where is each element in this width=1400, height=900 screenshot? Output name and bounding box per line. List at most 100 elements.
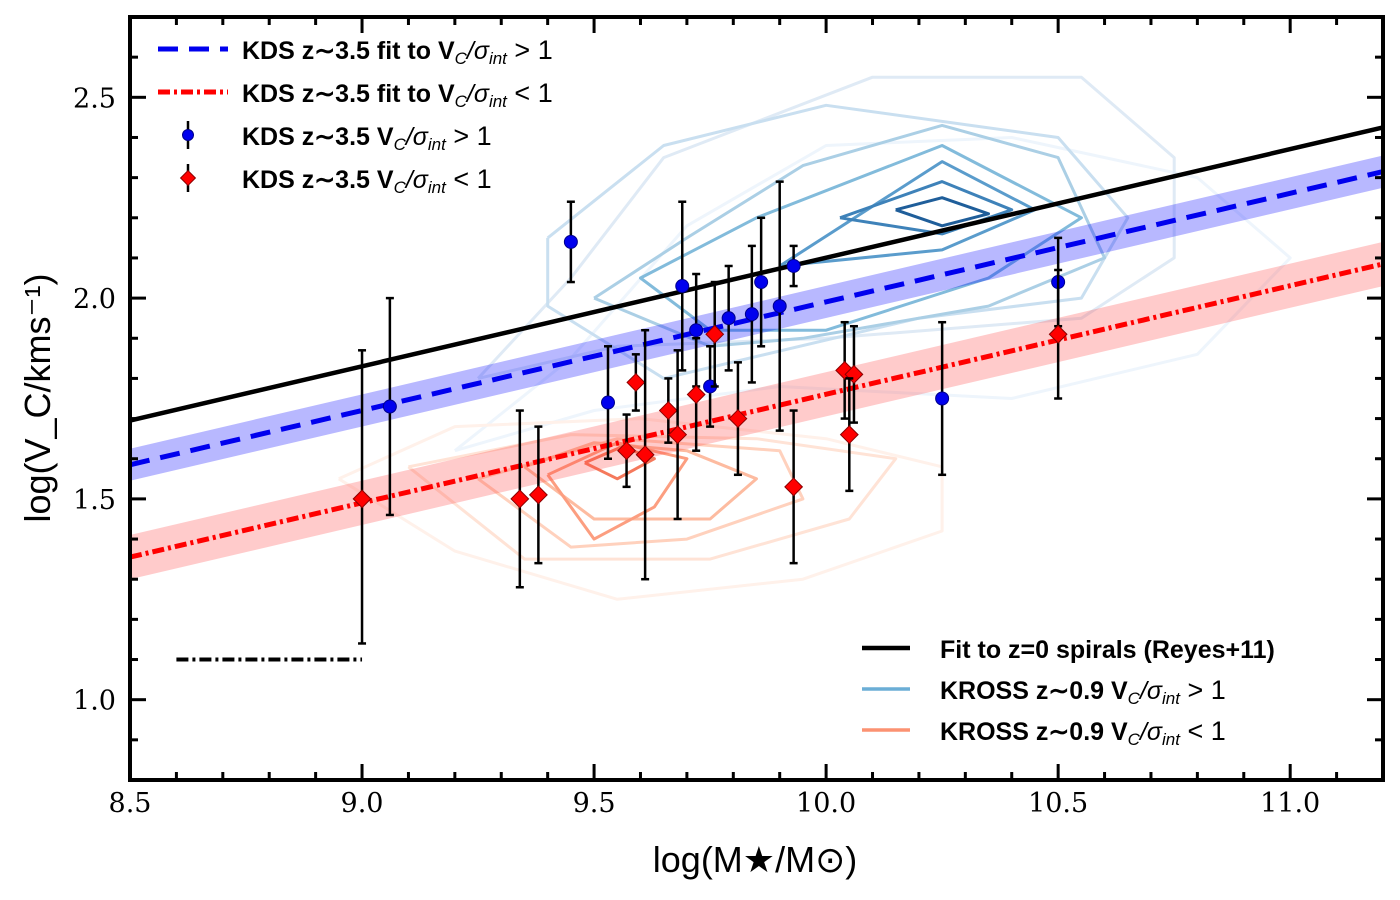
- x-tick-label: 9.5: [573, 788, 616, 819]
- line-layer: [130, 125, 1383, 662]
- data-point-1-9: [705, 324, 725, 344]
- data-point-1-0: [352, 489, 372, 509]
- legend-text-part: C: [1128, 689, 1141, 708]
- legend-text-part: C: [1128, 730, 1141, 749]
- fit-line-3: [130, 261, 1383, 560]
- x-tick-label: 11.0: [1260, 788, 1320, 819]
- y-tick-label: 2.5: [73, 83, 116, 114]
- data-point-1-12: [835, 360, 855, 380]
- point-layer: [352, 180, 1068, 645]
- data-point-1-5: [635, 445, 655, 465]
- contour-line-5-3: [593, 123, 1107, 348]
- legend-text-part: /σ: [465, 80, 490, 108]
- legend-label-3: KDS z∼3.5 VC/σint < 1: [242, 164, 492, 197]
- data-point-0-8: [754, 275, 769, 290]
- data-point-1-10: [728, 409, 748, 429]
- data-point-1-8: [686, 385, 706, 404]
- data-point-0-7: [744, 307, 759, 322]
- data-point-1-4: [626, 372, 646, 392]
- legend-text-part: int: [489, 49, 508, 68]
- data-point-0-10: [786, 258, 801, 273]
- x-axis-label-group: log(M★/M⊙): [653, 839, 857, 880]
- legend-text-part: C: [394, 178, 407, 197]
- legend-label-2: KDS z∼3.5 VC/σint > 1: [242, 121, 492, 154]
- legend-marker-2: [182, 129, 194, 141]
- x-tick-label: 8.5: [109, 788, 152, 819]
- y-tick-label: 1.5: [73, 485, 116, 516]
- legend-text-part: int: [1162, 730, 1181, 749]
- y-axis-label: log(V_C/kms⁻¹): [17, 273, 58, 522]
- legend-text-part: C: [455, 49, 468, 68]
- legend-text-part: int: [428, 178, 447, 197]
- legend-text-part: > 1: [446, 121, 492, 151]
- plot-frame: [128, 15, 1385, 782]
- legend-text-part: KDS z∼3.5 fit to V: [242, 37, 455, 65]
- contour-line-6-1: [407, 433, 898, 561]
- contour-line-5-4: [639, 144, 1083, 332]
- contour-line-5-6: [839, 180, 1014, 236]
- data-point-1-15: [1048, 324, 1068, 344]
- legend-text-part: C: [394, 135, 407, 154]
- legend-text-part: C: [455, 92, 468, 111]
- y-tick-label: 2.0: [73, 284, 116, 315]
- data-point-0-6: [721, 311, 736, 326]
- legend-text-part: < 1: [507, 78, 553, 108]
- legend-label-lr-2: KROSS z∼0.9 VC/σint < 1: [940, 716, 1226, 749]
- legend-label-lr-0: Fit to z=0 spirals (Reyes+11): [940, 636, 1275, 664]
- data-point-1-6: [658, 401, 678, 421]
- legend-text-part: /σ: [1138, 677, 1163, 705]
- legend-text-part: > 1: [507, 35, 553, 65]
- legend-text-part: int: [428, 135, 447, 154]
- legend-label-1: KDS z∼3.5 fit to VC/σint < 1: [242, 78, 553, 111]
- contour-line-6-0: [338, 417, 944, 601]
- legend-text-part: /σ: [1138, 718, 1163, 746]
- fit-band-3: [130, 241, 1383, 580]
- tick-label-layer: 8.5 9.0 9.5 10.0 10.5 11.0 1.0 1.5 2.0 2.5: [73, 83, 1320, 819]
- data-point-0-9: [772, 299, 787, 314]
- x-axis-label: log(M★/M⊙): [653, 839, 857, 880]
- legend-text-part: int: [489, 92, 508, 111]
- fit-line-2: [130, 169, 1383, 468]
- legend-text-part: int: [1162, 689, 1181, 708]
- legend-label-0: KDS z∼3.5 fit to VC/σint > 1: [242, 35, 553, 68]
- legend-text-part: /σ: [404, 166, 429, 194]
- contour-line-5-0: [453, 136, 1292, 453]
- legend-text-part: Fit to z=0 spirals (Reyes+11): [940, 636, 1275, 664]
- data-point-1-14: [839, 425, 859, 445]
- data-point-1-7: [668, 425, 688, 445]
- legend-text-part: KDS z∼3.5 fit to V: [242, 80, 455, 108]
- contour-line-6-5: [584, 445, 656, 481]
- legend-text-part: < 1: [1180, 716, 1226, 746]
- data-point-1-3: [617, 441, 637, 461]
- contour-line-6-3: [523, 441, 758, 521]
- x-tick-label: 10.0: [796, 788, 856, 819]
- reference-line-4: [130, 125, 1383, 423]
- contour-line-5-7: [895, 196, 990, 228]
- legend-text-part: /σ: [465, 37, 490, 65]
- contour-line-6-2: [477, 437, 805, 549]
- legend-lower-right: Fit to z=0 spirals (Reyes+11) KROSS z∼0.9…: [862, 636, 1275, 749]
- y-tick-label: 1.0: [73, 686, 116, 717]
- legend-text-part: KROSS z∼0.9 V: [940, 677, 1128, 705]
- data-point-1-2: [528, 485, 548, 505]
- data-point-1-1: [510, 489, 530, 509]
- x-tick-label: 10.5: [1028, 788, 1088, 819]
- data-point-0-0: [382, 399, 397, 414]
- y-axis-label-group: log(V_C/kms⁻¹): [17, 273, 58, 522]
- legend-label-lr-1: KROSS z∼0.9 VC/σint > 1: [940, 675, 1226, 708]
- legend-marker-3: [179, 169, 197, 187]
- data-point-0-3: [675, 279, 690, 294]
- legend-text-part: > 1: [1180, 675, 1226, 705]
- legend-text-part: /σ: [404, 123, 429, 151]
- legend-text-part: KDS z∼3.5 V: [242, 123, 394, 151]
- legend-text-part: KDS z∼3.5 V: [242, 166, 394, 194]
- data-point-0-4: [689, 323, 704, 338]
- data-point-0-11: [935, 391, 950, 406]
- legend-text-part: KROSS z∼0.9 V: [940, 718, 1128, 746]
- data-point-0-1: [563, 234, 578, 249]
- data-point-1-11: [784, 477, 804, 497]
- legend-text-part: < 1: [446, 164, 492, 194]
- contour-layer: [338, 75, 1292, 601]
